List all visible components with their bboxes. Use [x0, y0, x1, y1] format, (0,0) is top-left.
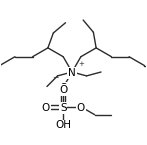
- Text: −: −: [52, 73, 58, 82]
- Text: N: N: [68, 68, 76, 78]
- Text: O: O: [59, 85, 67, 95]
- Text: O: O: [77, 103, 85, 113]
- Text: O: O: [59, 83, 67, 93]
- Text: OH: OH: [55, 120, 71, 130]
- Text: S: S: [60, 103, 66, 113]
- Text: +: +: [78, 61, 84, 67]
- Text: O: O: [41, 103, 50, 113]
